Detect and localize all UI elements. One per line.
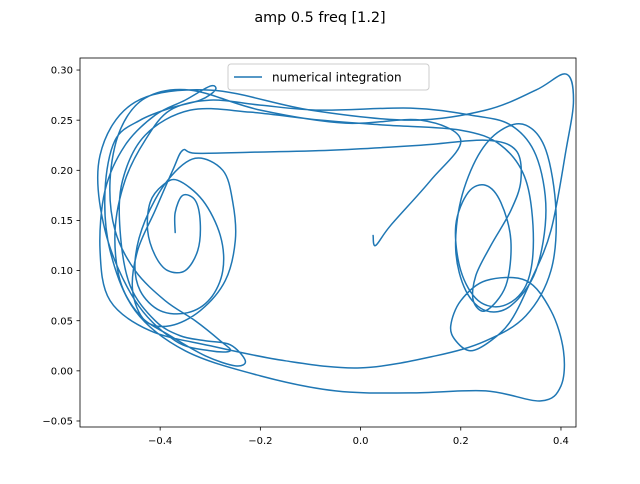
y-tick-label: 0.15 [51, 216, 73, 227]
x-tick-label: −0.4 [148, 436, 172, 447]
legend-entry: numerical integration [272, 71, 402, 85]
x-tick-label: −0.2 [248, 436, 272, 447]
series-line-0 [97, 73, 575, 402]
x-tick-label: 0.4 [553, 436, 569, 447]
chart-title: amp 0.5 freq [1.2] [254, 10, 385, 26]
y-tick-label: 0.30 [51, 66, 73, 77]
y-tick-label: 0.10 [51, 266, 73, 277]
axes-frame [79, 57, 577, 428]
legend-frame [227, 63, 430, 91]
y-tick-label: 0.05 [51, 316, 73, 327]
x-tick-label: 0.2 [453, 436, 469, 447]
y-tick-label: 0.00 [51, 366, 73, 377]
y-tick-label: 0.25 [51, 116, 73, 127]
y-tick-label: −0.05 [42, 417, 73, 428]
x-tick-label: 0.0 [353, 436, 369, 447]
y-tick-label: 0.20 [51, 166, 73, 177]
legend: numerical integration [227, 63, 430, 91]
